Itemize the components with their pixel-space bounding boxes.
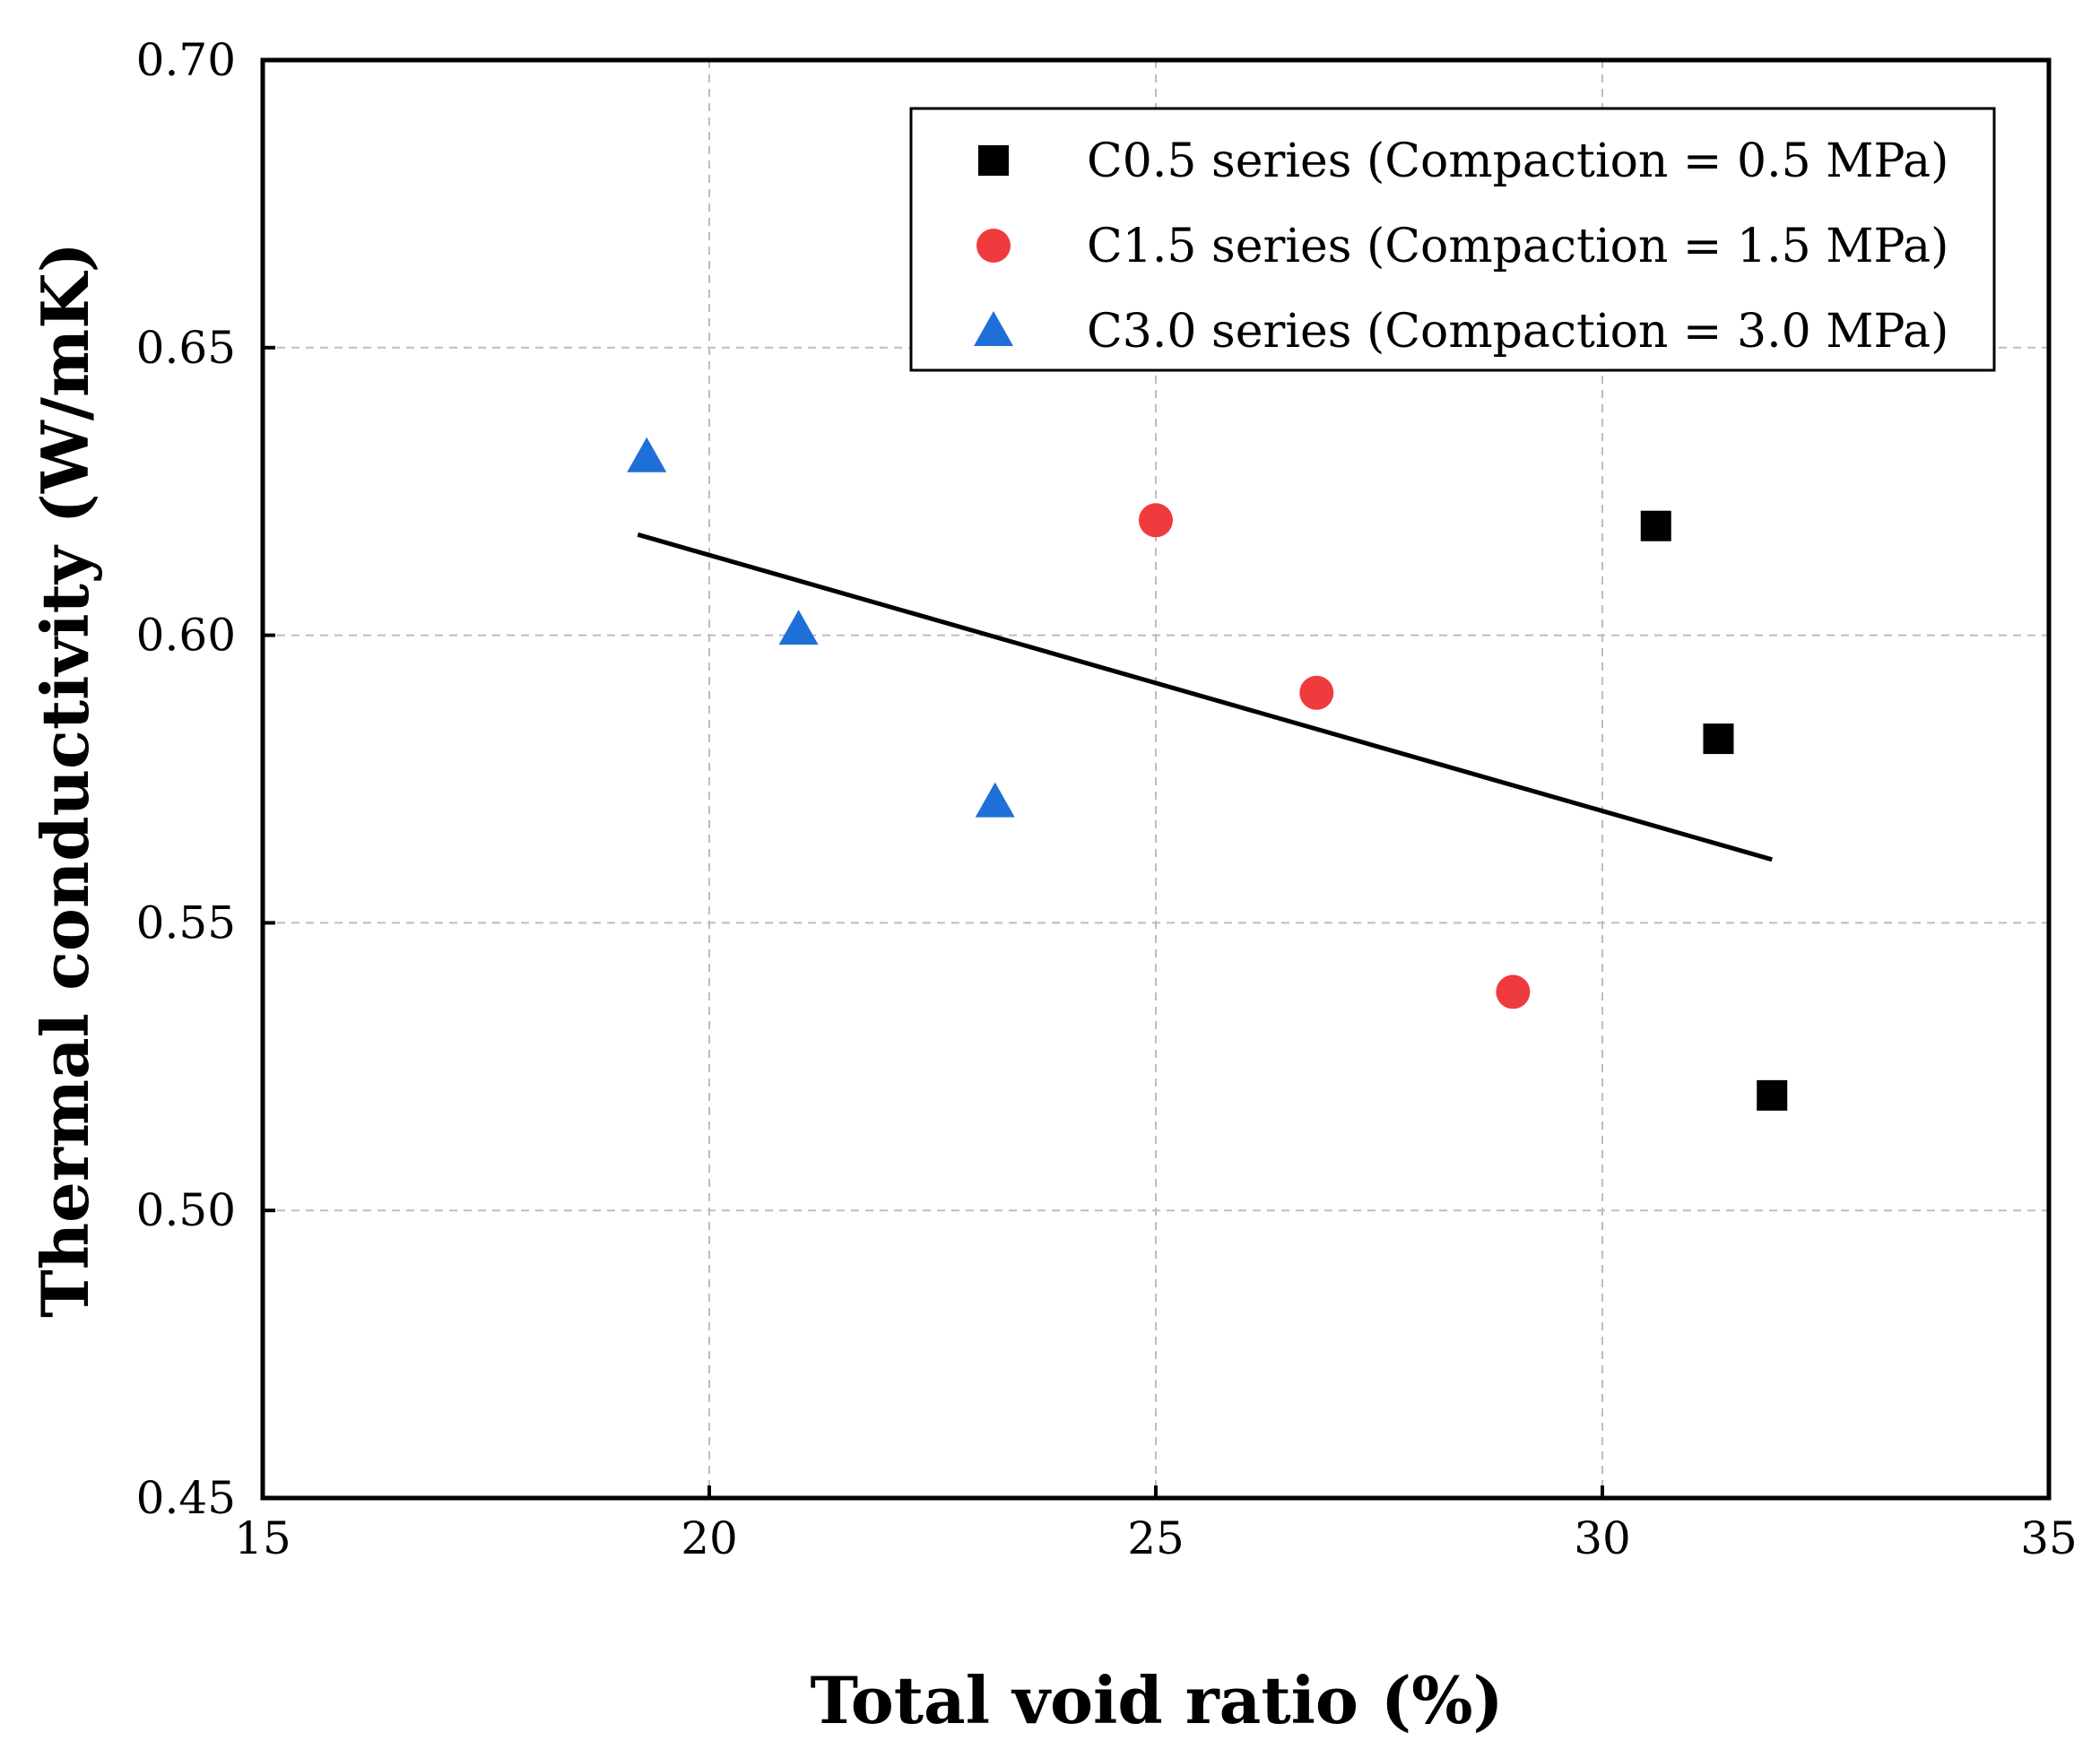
- x-axis-title: Total void ratio (%): [810, 1662, 1503, 1738]
- tick-labels: 15 20 25 30 35 0.45 0.50 0.55 0.60 0.65 0.70: [136, 34, 2078, 1564]
- data-point-series-3: [627, 437, 667, 472]
- data-point-series-3: [778, 610, 819, 645]
- x-tick-label: 30: [1574, 1512, 1631, 1564]
- axis-ticks: [261, 58, 2051, 1500]
- legend-label-series-3: C3.0 series (Compaction = 3.0 MPa): [1087, 305, 1948, 359]
- y-tick-label: 0.50: [136, 1184, 236, 1236]
- data-point-series-2: [1299, 675, 1334, 710]
- legend-label-series-2: C1.5 series (Compaction = 1.5 MPa): [1087, 220, 1948, 273]
- trendline: [637, 532, 1773, 862]
- legend-marker-series-1: [978, 145, 1009, 176]
- y-tick-label: 0.45: [136, 1472, 236, 1524]
- data-point-series-3: [975, 782, 1015, 818]
- y-tick-label: 0.65: [136, 322, 236, 374]
- y-tick-label: 0.70: [136, 34, 236, 86]
- y-axis-title: Thermal conductivity (W/mK): [27, 242, 103, 1318]
- legend-box: [909, 107, 1996, 372]
- data-point-series-1: [1757, 1079, 1788, 1111]
- legend-marker-series-2: [976, 229, 1011, 263]
- data-points: [627, 437, 1788, 1111]
- legend-marker-series-3: [974, 311, 1013, 346]
- y-tick-label: 0.60: [136, 610, 236, 662]
- x-tick-label: 20: [681, 1512, 738, 1564]
- x-tick-label: 25: [1127, 1512, 1185, 1564]
- legend-items: C0.5 series (Compaction = 0.5 MPa) C1.5 s…: [974, 134, 1948, 359]
- data-point-series-2: [1139, 503, 1173, 538]
- x-tick-label: 35: [2020, 1512, 2078, 1564]
- y-tick-label: 0.55: [136, 896, 236, 948]
- data-point-series-1: [1703, 723, 1734, 755]
- data-point-series-1: [1640, 510, 1671, 541]
- legend-label-series-1: C0.5 series (Compaction = 0.5 MPa): [1087, 134, 1948, 188]
- data-point-series-2: [1496, 974, 1531, 1009]
- trendline-layer: [637, 532, 1773, 862]
- x-tick-label: 15: [234, 1512, 291, 1564]
- legend: C0.5 series (Compaction = 0.5 MPa) C1.5 s…: [909, 107, 1996, 372]
